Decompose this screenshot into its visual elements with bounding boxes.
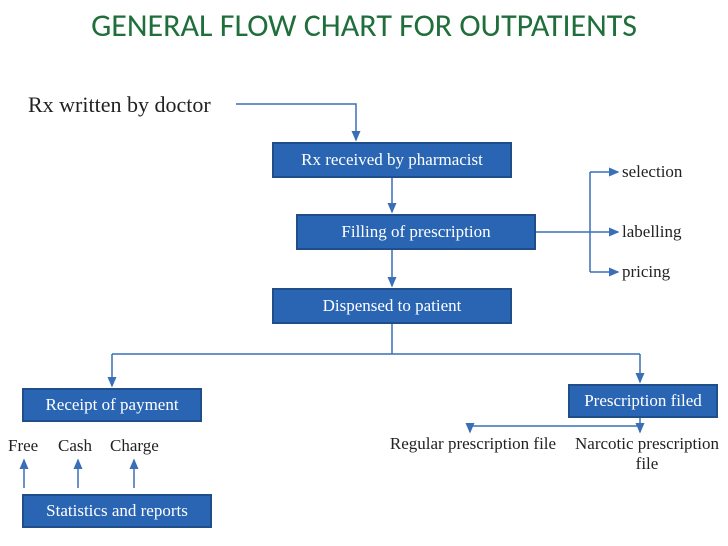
label-charge: Charge: [110, 436, 159, 456]
label-pricing: pricing: [622, 262, 670, 282]
box-statistics: Statistics and reports: [22, 494, 212, 528]
box-prescription-filed: Prescription filed: [568, 384, 718, 418]
label-regular-file: Regular prescription file: [378, 434, 568, 454]
box-receipt: Receipt of payment: [22, 388, 202, 422]
page-title: GENERAL FLOW CHART FOR OUTPATIENTS: [0, 0, 728, 45]
label-cash: Cash: [58, 436, 92, 456]
box-rx-received: Rx received by pharmacist: [272, 142, 512, 178]
label-narcotic-file: Narcotic prescription file: [562, 434, 728, 474]
subtitle-rx-written: Rx written by doctor: [28, 92, 211, 118]
box-dispensed: Dispensed to patient: [272, 288, 512, 324]
label-selection: selection: [622, 162, 682, 182]
label-free: Free: [8, 436, 38, 456]
label-labelling: labelling: [622, 222, 681, 242]
box-filling: Filling of prescription: [296, 214, 536, 250]
